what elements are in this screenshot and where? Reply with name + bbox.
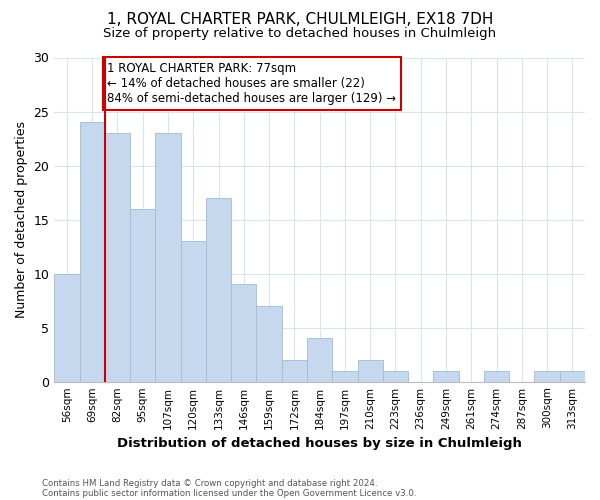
- Bar: [155, 133, 181, 382]
- Bar: [484, 371, 509, 382]
- Bar: [358, 360, 383, 382]
- Text: 1, ROYAL CHARTER PARK, CHULMLEIGH, EX18 7DH: 1, ROYAL CHARTER PARK, CHULMLEIGH, EX18 …: [107, 12, 493, 28]
- Bar: [560, 371, 585, 382]
- Text: Size of property relative to detached houses in Chulmleigh: Size of property relative to detached ho…: [103, 28, 497, 40]
- Bar: [256, 306, 282, 382]
- Bar: [80, 122, 105, 382]
- Bar: [105, 133, 130, 382]
- Bar: [307, 338, 332, 382]
- Bar: [282, 360, 307, 382]
- Bar: [181, 241, 206, 382]
- Bar: [54, 274, 80, 382]
- Text: Contains HM Land Registry data © Crown copyright and database right 2024.: Contains HM Land Registry data © Crown c…: [42, 478, 377, 488]
- Bar: [130, 209, 155, 382]
- Text: Contains public sector information licensed under the Open Government Licence v3: Contains public sector information licen…: [42, 488, 416, 498]
- Bar: [206, 198, 231, 382]
- Bar: [433, 371, 458, 382]
- Bar: [383, 371, 408, 382]
- Text: 1 ROYAL CHARTER PARK: 77sqm
← 14% of detached houses are smaller (22)
84% of sem: 1 ROYAL CHARTER PARK: 77sqm ← 14% of det…: [107, 62, 397, 105]
- Bar: [535, 371, 560, 382]
- X-axis label: Distribution of detached houses by size in Chulmleigh: Distribution of detached houses by size …: [117, 437, 522, 450]
- Y-axis label: Number of detached properties: Number of detached properties: [15, 121, 28, 318]
- Bar: [231, 284, 256, 382]
- Bar: [332, 371, 358, 382]
